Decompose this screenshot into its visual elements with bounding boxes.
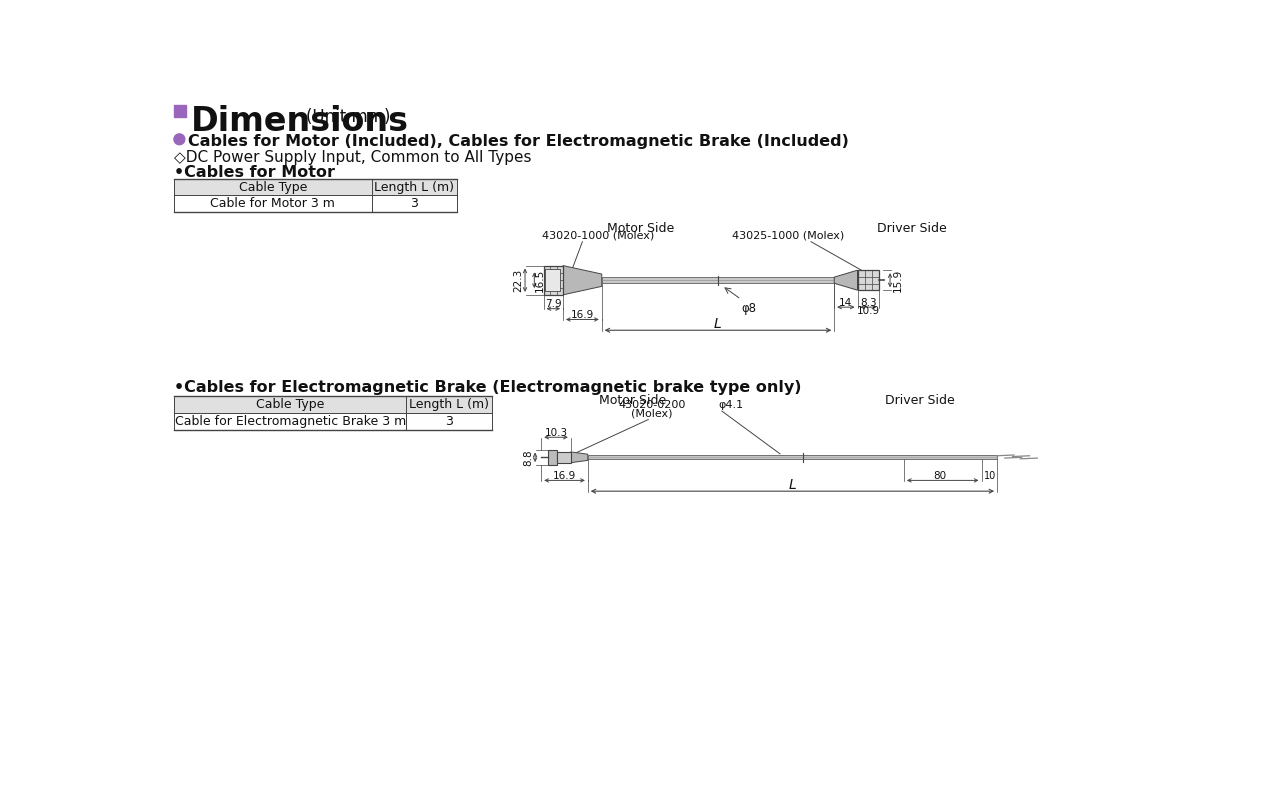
Text: Dimensions: Dimensions: [191, 106, 410, 138]
Text: Motor Side: Motor Side: [607, 223, 675, 235]
Bar: [858, 270, 879, 290]
Bar: [545, 270, 559, 291]
Text: 15.9: 15.9: [892, 269, 902, 292]
Text: 10.9: 10.9: [856, 305, 879, 316]
Text: Length L (m): Length L (m): [410, 398, 489, 411]
Text: Cable Type: Cable Type: [238, 180, 307, 193]
Text: 10.3: 10.3: [544, 428, 567, 438]
Text: φ8: φ8: [741, 302, 756, 315]
Text: φ4.1: φ4.1: [718, 400, 744, 409]
Bar: [602, 277, 835, 283]
Polygon shape: [571, 452, 588, 463]
Text: 16.9: 16.9: [553, 471, 576, 481]
Bar: [174, 105, 187, 117]
Text: Length L (m): Length L (m): [374, 180, 454, 193]
Text: (Molex): (Molex): [631, 408, 673, 418]
Bar: [174, 396, 492, 413]
Text: (Unit mm): (Unit mm): [306, 108, 390, 126]
Bar: [557, 452, 571, 463]
Text: 43020-1000 (Molex): 43020-1000 (Molex): [541, 231, 654, 240]
Polygon shape: [835, 270, 858, 290]
Text: ◇DC Power Supply Input, Common to All Types: ◇DC Power Supply Input, Common to All Ty…: [174, 150, 531, 165]
Text: 16.5: 16.5: [535, 269, 545, 292]
Text: L: L: [714, 317, 722, 331]
Text: 10: 10: [984, 471, 996, 481]
Text: •Cables for Motor: •Cables for Motor: [174, 165, 335, 180]
Bar: [544, 266, 563, 295]
Bar: [174, 179, 457, 196]
Text: 3: 3: [411, 197, 419, 211]
Text: 3: 3: [445, 415, 453, 428]
Text: Cable for Electromagnetic Brake 3 m: Cable for Electromagnetic Brake 3 m: [174, 415, 406, 428]
Text: 14: 14: [840, 298, 852, 308]
Text: •Cables for Electromagnetic Brake (Electromagnetic brake type only): •Cables for Electromagnetic Brake (Elect…: [174, 380, 801, 395]
Text: 8.3: 8.3: [860, 298, 877, 308]
Text: Driver Side: Driver Side: [877, 223, 947, 235]
Circle shape: [174, 134, 184, 145]
Text: 22.3: 22.3: [513, 269, 524, 292]
Text: 43025-1000 (Molex): 43025-1000 (Molex): [732, 231, 844, 240]
Bar: [548, 450, 557, 465]
Text: Cable Type: Cable Type: [256, 398, 324, 411]
Text: Cable for Motor 3 m: Cable for Motor 3 m: [210, 197, 335, 211]
Text: Driver Side: Driver Side: [884, 394, 955, 407]
Text: Cables for Motor (Included), Cables for Electromagnetic Brake (Included): Cables for Motor (Included), Cables for …: [188, 134, 849, 149]
Text: 8.8: 8.8: [524, 449, 534, 466]
Bar: [588, 456, 997, 460]
Text: L: L: [788, 478, 796, 492]
Text: Motor Side: Motor Side: [599, 394, 667, 407]
Text: 80: 80: [933, 471, 946, 481]
Polygon shape: [563, 266, 602, 295]
Text: 7.9: 7.9: [545, 300, 562, 309]
Text: 43020-0200: 43020-0200: [618, 400, 686, 409]
Text: 16.9: 16.9: [571, 310, 594, 320]
